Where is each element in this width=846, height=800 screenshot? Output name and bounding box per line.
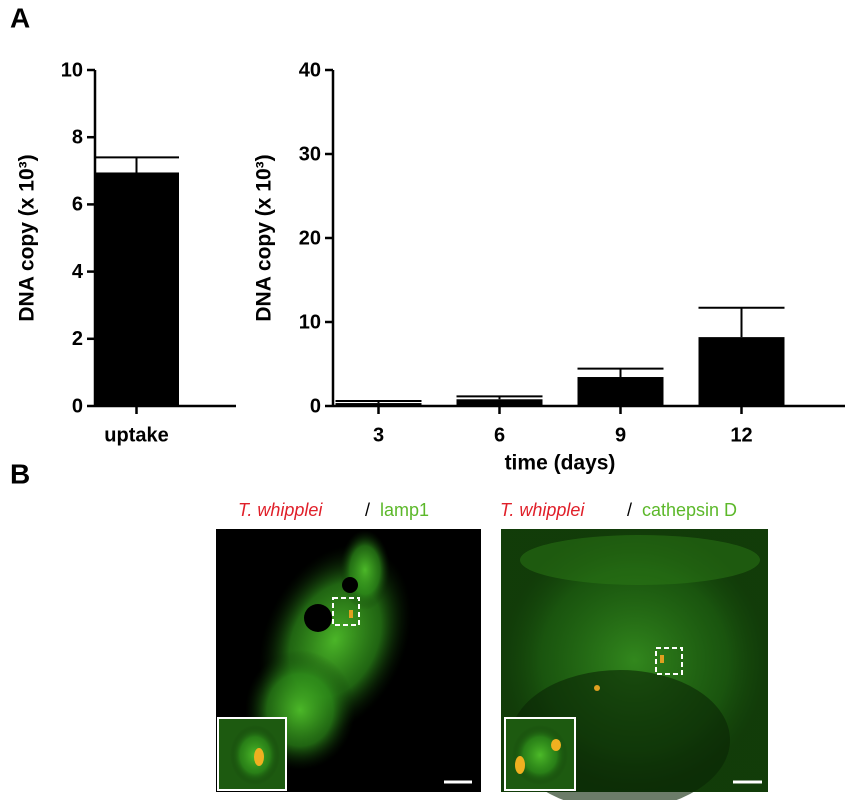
- panel-label: A: [10, 2, 30, 33]
- y-tick-label: 40: [299, 59, 321, 81]
- error-bar: [577, 367, 664, 378]
- micrograph: [216, 529, 481, 792]
- bar: [335, 403, 422, 406]
- error-bar: [335, 399, 422, 404]
- x-axis-label: time (days): [505, 452, 616, 475]
- caption-organism: T. whipplei: [238, 500, 323, 520]
- error-bar: [698, 306, 785, 338]
- y-tick-label: 2: [72, 328, 83, 350]
- y-axis-label: DNA copy (x 10³): [16, 154, 39, 321]
- caption-organism: T. whipplei: [500, 500, 585, 520]
- x-tick-label: uptake: [104, 424, 168, 446]
- bar: [698, 337, 785, 406]
- y-tick-label: 10: [299, 311, 321, 333]
- bar: [456, 399, 543, 406]
- caption-stain: lamp1: [380, 500, 429, 520]
- y-tick-label: 0: [310, 395, 321, 417]
- y-tick-label: 30: [299, 143, 321, 165]
- error-bar: [456, 395, 543, 400]
- x-tick-label: 6: [494, 424, 505, 446]
- caption-stain: cathepsin D: [642, 500, 737, 520]
- y-tick-label: 10: [61, 59, 83, 81]
- caption-separator: /: [365, 500, 370, 520]
- x-tick-label: 9: [615, 424, 626, 446]
- y-tick-label: 8: [72, 126, 83, 148]
- bar: [577, 377, 664, 406]
- panel-label: B: [10, 458, 30, 489]
- y-axis-label: DNA copy (x 10³): [253, 154, 276, 321]
- x-tick-label: 3: [373, 424, 384, 446]
- y-tick-label: 4: [72, 261, 84, 283]
- caption-separator: /: [627, 500, 632, 520]
- micrograph: [501, 529, 768, 800]
- y-tick-label: 0: [72, 395, 83, 417]
- error-bar: [94, 156, 179, 173]
- y-tick-label: 6: [72, 194, 83, 216]
- bar: [94, 172, 179, 406]
- y-tick-label: 20: [299, 227, 321, 249]
- x-tick-label: 12: [730, 424, 752, 446]
